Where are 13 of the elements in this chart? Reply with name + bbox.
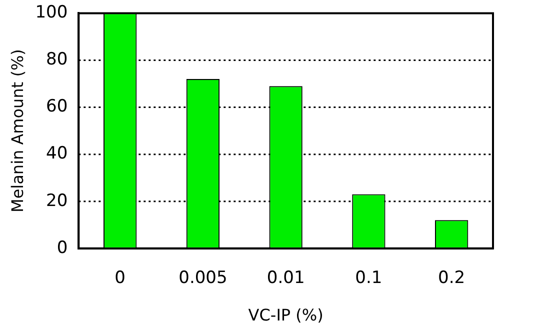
x-tick-label: 0.2 <box>438 268 466 288</box>
x-tick-label: 0.005 <box>178 268 228 288</box>
y-tick-label: 20 <box>46 190 68 211</box>
y-tick-label: 0 <box>56 238 68 258</box>
y-tick-label: 100 <box>35 2 68 23</box>
x-tick-label: 0.01 <box>266 268 305 288</box>
y-axis-title: Melanin Amount (%) <box>8 49 27 212</box>
x-tick-label: 0 <box>114 268 126 288</box>
y-tick-label: 40 <box>46 144 68 164</box>
x-axis-title: VC-IP (%) <box>248 306 324 325</box>
y-tick-label: 80 <box>46 50 68 70</box>
y-tick-label: 60 <box>46 96 68 117</box>
x-tick-label: 0.1 <box>355 268 382 288</box>
